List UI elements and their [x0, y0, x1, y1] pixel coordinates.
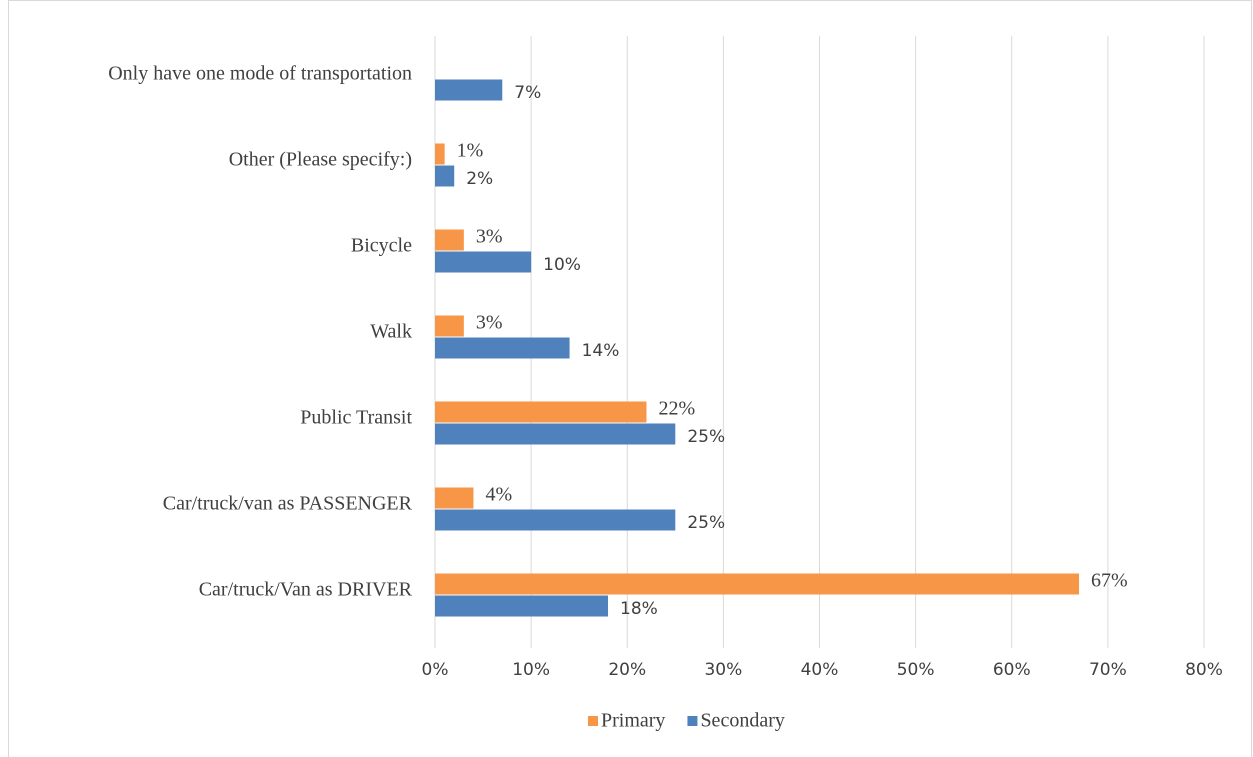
data-label: 3% — [476, 312, 503, 334]
bar — [435, 595, 609, 617]
chart-frame — [8, 0, 1252, 757]
y-tick-label: Walk — [370, 321, 412, 343]
data-label: 10% — [543, 255, 581, 275]
y-tick-label: Car/truck/Van as DRIVER — [199, 579, 413, 601]
y-tick-label: Only have one mode of transportation — [108, 63, 412, 85]
legend-label: Secondary — [700, 710, 784, 732]
data-label: 25% — [687, 427, 725, 447]
data-label: 7% — [514, 83, 541, 103]
y-tick-label: Public Transit — [300, 407, 412, 429]
legend-label: Primary — [601, 710, 665, 732]
x-tick-label: 30% — [704, 660, 742, 680]
bar — [435, 315, 464, 337]
x-tick-label: 40% — [801, 660, 839, 680]
bar — [435, 509, 676, 531]
legend-swatch — [588, 716, 598, 726]
x-tick-label: 60% — [993, 660, 1031, 680]
data-label: 4% — [485, 484, 512, 506]
x-tick-label: 50% — [897, 660, 935, 680]
y-tick-label: Other (Please specify:) — [229, 149, 412, 171]
bar — [435, 423, 676, 445]
x-tick-label: 20% — [608, 660, 646, 680]
data-label: 18% — [620, 599, 658, 619]
x-tick-label: 70% — [1089, 660, 1127, 680]
data-label: 22% — [658, 398, 695, 420]
bar — [435, 337, 570, 359]
data-label: 67% — [1091, 570, 1128, 592]
bar — [435, 401, 647, 423]
x-tick-label: 10% — [512, 660, 550, 680]
data-label: 3% — [476, 226, 503, 248]
x-tick-label: 80% — [1185, 660, 1223, 680]
bar — [435, 487, 474, 509]
bar — [435, 573, 1080, 595]
y-tick-label: Bicycle — [351, 235, 412, 257]
data-label: 25% — [687, 513, 725, 533]
bar — [435, 165, 455, 187]
bar — [435, 79, 503, 101]
data-label: 2% — [466, 169, 493, 189]
data-label: 14% — [582, 341, 620, 361]
x-tick-label: 0% — [422, 660, 449, 680]
legend-swatch — [687, 716, 698, 726]
y-tick-label: Car/truck/van as PASSENGER — [163, 493, 413, 515]
data-label: 1% — [457, 140, 484, 162]
bar — [435, 229, 464, 251]
bar — [435, 251, 532, 273]
bar — [435, 143, 445, 165]
